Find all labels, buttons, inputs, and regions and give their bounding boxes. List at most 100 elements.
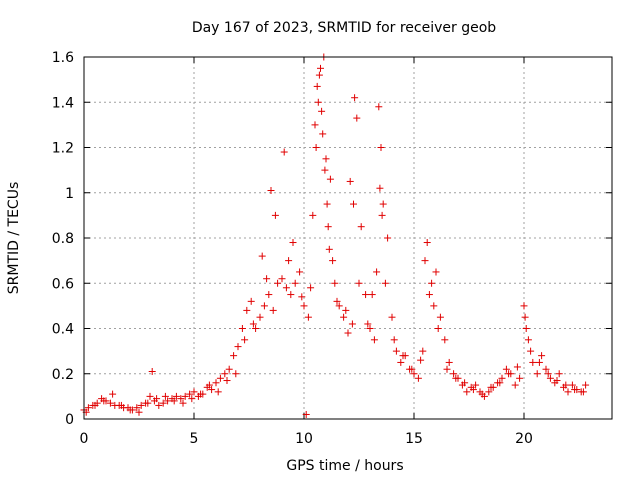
data-point <box>450 370 458 378</box>
data-point <box>524 336 532 344</box>
data-point <box>377 144 385 151</box>
data-point <box>376 184 384 192</box>
data-point <box>311 121 319 129</box>
data-point <box>362 291 370 299</box>
data-point <box>159 399 167 407</box>
data-point <box>179 399 187 407</box>
y-tick-label: 1 <box>65 186 74 202</box>
data-point <box>302 410 310 418</box>
data-point <box>247 297 255 305</box>
data-point <box>287 291 295 299</box>
y-tick-label: 1.4 <box>52 95 74 111</box>
data-point <box>498 374 506 382</box>
y-tick-label: 1.2 <box>52 141 74 157</box>
data-point <box>496 379 504 387</box>
data-point <box>364 320 372 328</box>
data-point <box>331 279 339 287</box>
data-point <box>388 313 396 321</box>
data-point <box>307 284 315 292</box>
data-point <box>502 365 510 373</box>
data-point <box>529 358 537 366</box>
data-point <box>190 388 198 396</box>
data-point <box>177 395 185 403</box>
data-point <box>100 397 108 405</box>
data-point <box>109 390 117 398</box>
data-point <box>329 257 337 265</box>
data-point <box>555 370 563 378</box>
data-point <box>256 313 264 321</box>
data-point <box>285 257 293 265</box>
data-point <box>335 302 343 310</box>
data-point <box>164 397 172 405</box>
data-point <box>469 386 477 394</box>
plot-frame <box>83 56 613 420</box>
data-point <box>516 374 524 382</box>
data-point <box>357 223 365 231</box>
data-point <box>381 279 389 287</box>
data-point <box>571 386 579 394</box>
data-point <box>421 257 429 265</box>
data-point <box>353 114 361 122</box>
data-point <box>258 252 266 260</box>
data-point <box>478 390 486 398</box>
data-point <box>348 320 356 328</box>
data-point <box>535 358 543 366</box>
data-point <box>520 302 528 310</box>
data-point <box>298 293 306 301</box>
data-point <box>232 370 240 378</box>
data-point <box>214 388 222 396</box>
data-point <box>197 390 205 398</box>
data-point <box>397 358 405 366</box>
data-point <box>188 395 196 403</box>
data-point <box>274 279 282 287</box>
x-axis-label: GPS time / hours <box>286 458 403 474</box>
y-tick-label: 0.4 <box>52 322 74 338</box>
data-point <box>423 239 431 247</box>
data-point <box>379 200 387 208</box>
data-point <box>144 399 152 407</box>
data-point <box>392 347 400 355</box>
y-tick-label: 0.6 <box>52 276 74 292</box>
y-axis-label: SRMTID / TECUs <box>6 182 22 295</box>
data-point <box>137 401 145 409</box>
data-point <box>461 379 469 387</box>
data-point <box>153 395 161 403</box>
data-point <box>314 98 322 106</box>
y-tick-label: 0.8 <box>52 231 74 247</box>
data-point <box>324 223 332 231</box>
data-point <box>212 379 220 387</box>
data-point <box>487 383 495 391</box>
data-point <box>223 377 231 385</box>
data-point <box>269 306 277 314</box>
data-point <box>148 367 156 375</box>
data-point <box>117 401 125 409</box>
data-point <box>445 358 453 366</box>
data-point <box>216 374 224 382</box>
data-point <box>436 313 444 321</box>
data-point <box>243 306 251 314</box>
data-point <box>322 155 330 163</box>
data-point <box>84 404 92 412</box>
data-point <box>260 302 268 310</box>
data-point <box>326 175 334 183</box>
data-point <box>221 370 229 378</box>
data-point <box>304 313 312 321</box>
data-point <box>208 386 216 394</box>
data-point <box>384 234 392 242</box>
data-point <box>333 297 341 305</box>
x-tick-label: 20 <box>515 431 533 447</box>
data-point <box>238 325 246 332</box>
data-point <box>368 291 376 299</box>
data-point <box>318 107 326 115</box>
data-point <box>344 329 352 337</box>
data-point <box>234 343 242 351</box>
data-point <box>414 374 422 382</box>
x-tick-label: 15 <box>405 431 423 447</box>
data-point <box>133 404 141 412</box>
data-point <box>542 365 550 373</box>
data-point <box>553 377 561 385</box>
data-point <box>317 64 324 72</box>
data-point <box>263 275 271 283</box>
data-point <box>315 71 323 79</box>
data-point <box>225 365 233 373</box>
